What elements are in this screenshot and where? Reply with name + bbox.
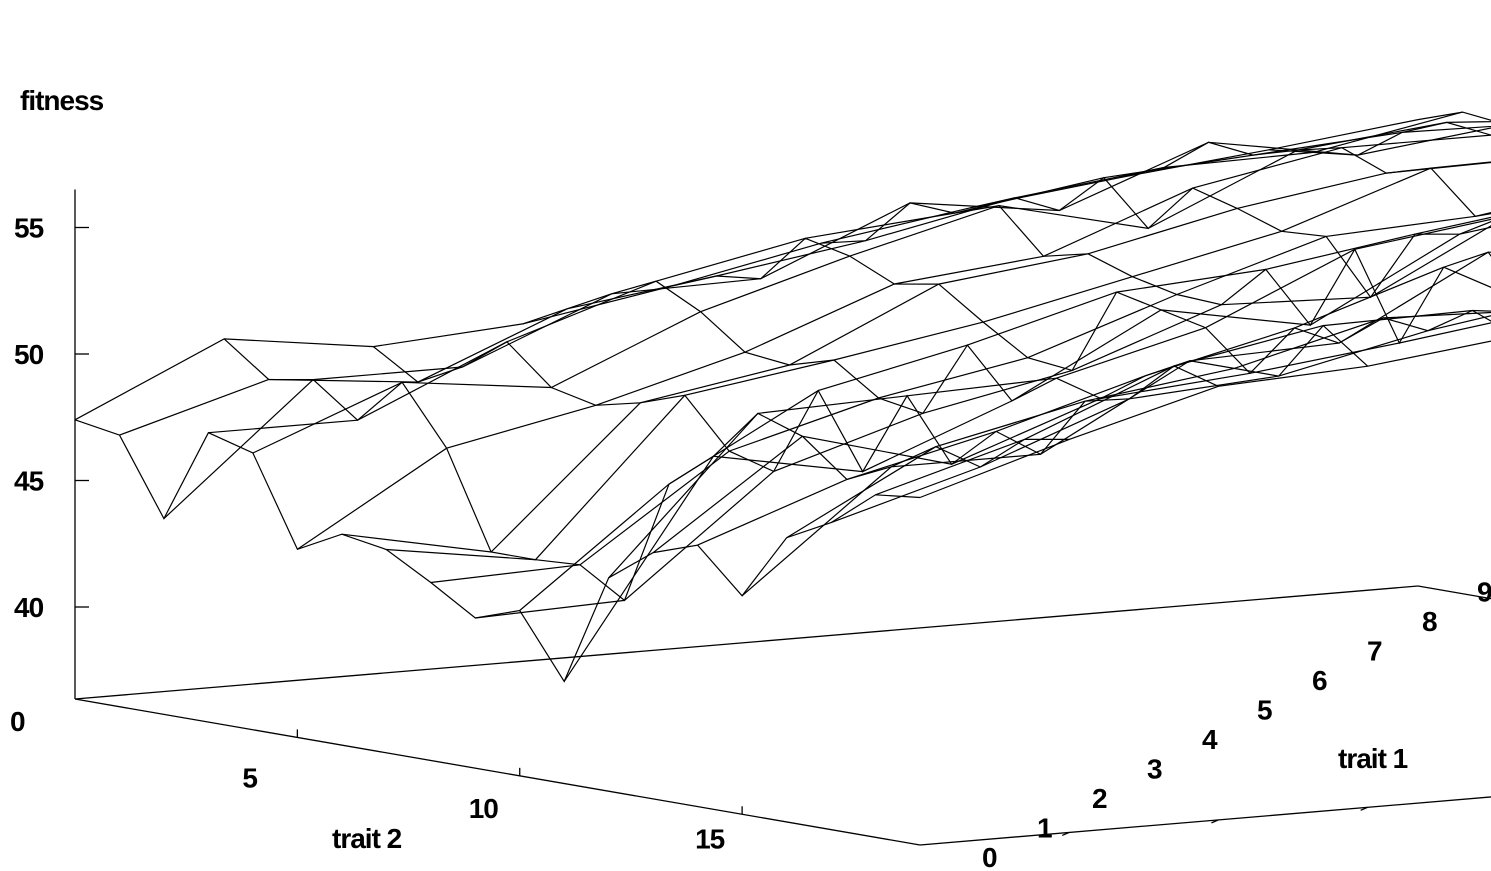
y-tick-label: 4 (1202, 724, 1218, 755)
surface-mesh (74, 111, 1491, 683)
y-tick-label: 6 (1312, 665, 1327, 696)
mesh-row-line (522, 280, 1369, 415)
y-tick-label: 1 (1037, 813, 1052, 844)
z-tick-label: 40 (14, 592, 44, 623)
y-tick-mark (1360, 806, 1368, 811)
mesh-column-line (119, 111, 1463, 436)
mesh-column-line (608, 218, 1491, 579)
y-tick-label: 8 (1422, 606, 1437, 637)
z-base-tick-label: 0 (10, 706, 25, 737)
mesh-column-line (919, 340, 1491, 499)
y-tick-label: 3 (1147, 754, 1162, 785)
mesh-column-line (386, 161, 1491, 561)
mesh-column-line (830, 315, 1491, 524)
base-right-edge (919, 796, 1491, 846)
mesh-column-line (652, 322, 1491, 554)
mesh-column-line (252, 121, 1491, 454)
mesh-row-line (223, 338, 1070, 602)
mesh-row-line (373, 341, 1219, 473)
y-tick-label: 7 (1367, 636, 1382, 667)
mesh-column-line (163, 127, 1491, 520)
y-tick-mark (1211, 819, 1219, 824)
z-tick-label: 55 (14, 213, 44, 244)
y-tick-label: 9 (1477, 577, 1491, 608)
base-front-edge (74, 698, 921, 846)
x-tick-label: 5 (242, 762, 257, 793)
x-axis-label: trait 2 (332, 823, 402, 854)
z-tick-label: 50 (14, 339, 44, 370)
mesh-column-line (297, 134, 1491, 550)
mesh-row-line (74, 419, 921, 683)
z-tick-label: 45 (14, 466, 44, 497)
mesh-column-line (875, 309, 1491, 496)
y-tick-label: 2 (1092, 783, 1107, 814)
mesh-column-line (563, 226, 1491, 682)
mesh-column-line (786, 311, 1491, 539)
y-axis-label: trait 1 (1338, 743, 1408, 774)
mesh-row-line (671, 237, 1491, 375)
mesh-column-line (519, 216, 1491, 611)
mesh-column-line (208, 125, 1491, 434)
mesh-column-line (74, 119, 1419, 421)
mesh-column-line (475, 225, 1491, 619)
mesh-column-line (430, 211, 1491, 584)
mesh-column-line (697, 266, 1491, 546)
mesh-row-line (1119, 141, 1491, 217)
y-tick-label: 5 (1257, 695, 1272, 726)
y-tick-label: 0 (982, 842, 997, 871)
plot-axes (74, 189, 1491, 846)
x-tick-label: 15 (695, 823, 725, 854)
mesh-column-line (741, 251, 1491, 597)
z-axis-label: fitness (20, 85, 104, 116)
y-tick-mark (1061, 831, 1070, 837)
axis-labels: fitness trait 2 trait 1 0 (10, 85, 1409, 854)
mesh-row-line (1268, 121, 1491, 156)
x-tick-label: 10 (469, 793, 499, 824)
base-left-edge (74, 585, 1419, 700)
